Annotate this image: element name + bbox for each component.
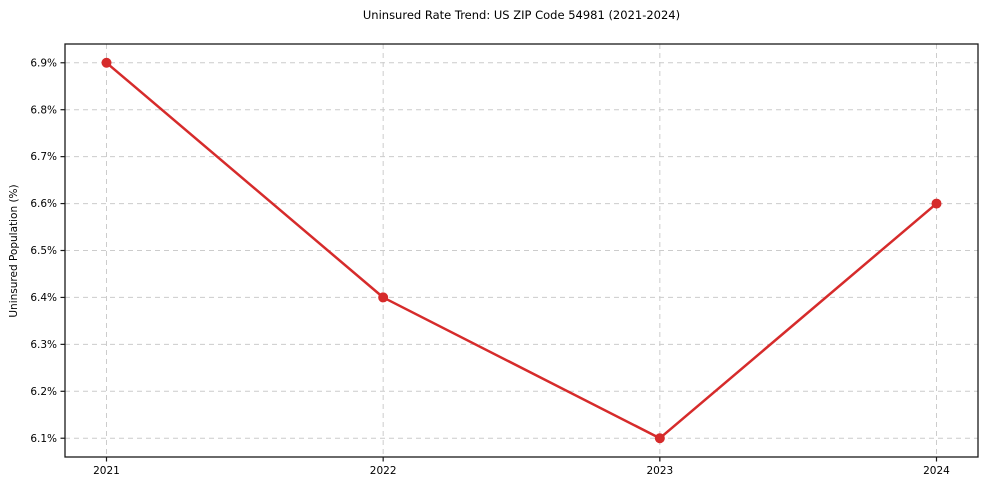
y-tick-label: 6.1%: [30, 433, 57, 445]
x-tick-label: 2024: [923, 465, 950, 477]
y-tick-label: 6.3%: [30, 339, 57, 351]
trend-line: [105, 61, 938, 440]
data-point-marker: [378, 292, 389, 303]
x-tick-label: 2023: [646, 465, 673, 477]
x-tick-label: 2021: [93, 465, 120, 477]
y-tick-label: 6.6%: [30, 198, 57, 210]
y-tick-label: 6.7%: [30, 151, 57, 163]
data-point-marker: [101, 57, 112, 68]
x-tick-label: 2022: [370, 465, 397, 477]
data-point-marker: [931, 198, 942, 209]
y-tick-label: 6.9%: [30, 57, 57, 69]
y-tick-label: 6.8%: [30, 104, 57, 116]
chart-title: Uninsured Rate Trend: US ZIP Code 54981 …: [362, 8, 681, 22]
y-tick-label: 6.5%: [30, 245, 57, 257]
y-tick-label: 6.4%: [30, 292, 57, 304]
y-tick-label: 6.2%: [30, 386, 57, 398]
data-point-marker: [654, 433, 665, 444]
